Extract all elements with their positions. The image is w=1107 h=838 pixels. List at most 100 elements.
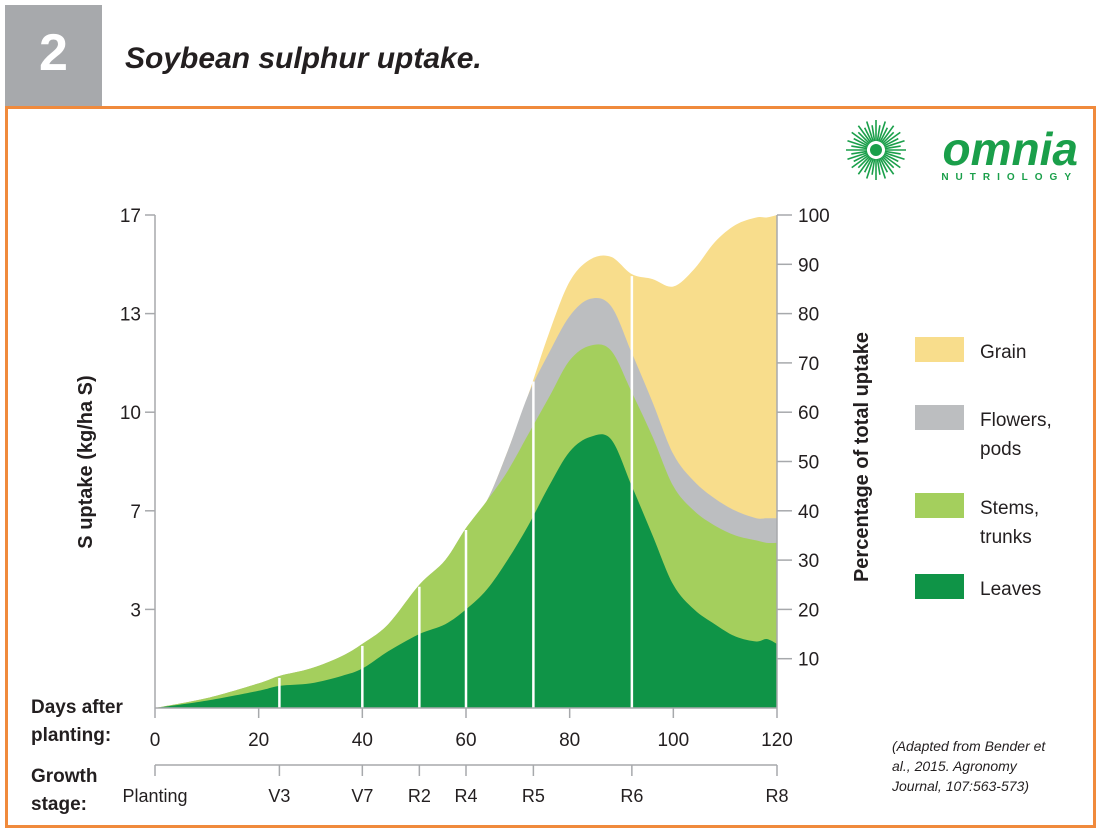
source-note-line2: al., 2015. Agronomy — [892, 758, 1018, 774]
sunburst-ray — [883, 153, 899, 163]
legend-swatch-flowers-pods — [915, 405, 964, 430]
right-tick-label-20: 20 — [798, 600, 819, 621]
x-tick-label-0: 0 — [150, 730, 161, 751]
sunburst-ray — [882, 154, 901, 169]
legend-swatch-leaves — [915, 574, 964, 599]
source-note-line1: (Adapted from Bender et — [892, 738, 1046, 754]
x-tick-label-120: 120 — [761, 730, 793, 751]
sunburst-ray — [871, 158, 876, 175]
stage-label-r2: R2 — [408, 786, 431, 806]
sunburst-ray — [847, 152, 868, 161]
area-leaves — [155, 434, 777, 708]
sunburst-ray — [880, 156, 895, 175]
sunburst-ray — [857, 131, 871, 145]
stage-lines — [278, 276, 634, 708]
days-label-line2: planting: — [31, 725, 111, 746]
stage-ticks: Planting V3 V7 R2 R4 R5 R6 R8 — [122, 765, 789, 806]
sunburst-ray — [884, 139, 905, 148]
sunburst-ray — [851, 154, 870, 169]
left-tick-label-7: 7 — [130, 502, 141, 523]
area-layers — [155, 215, 777, 708]
stage-label-r6: R6 — [620, 786, 643, 806]
sunburst-ray — [853, 137, 869, 147]
sunburst-ray — [876, 125, 881, 142]
legend-label-stems-trunks-1: Stems, — [980, 498, 1039, 519]
legend-label-grain: Grain — [980, 342, 1026, 363]
sunburst-ray — [881, 155, 895, 169]
right-tick-label-90: 90 — [798, 255, 819, 276]
right-tick-label-60: 60 — [798, 403, 819, 424]
sunburst-ray — [851, 150, 868, 155]
legend: Grain Flowers, pods Stems, trunks Leaves — [915, 337, 1052, 600]
left-tick-label-3: 3 — [130, 600, 141, 621]
x-tick-label-40: 40 — [352, 730, 373, 751]
chart-frame — [5, 106, 1096, 828]
left-tick-label-13: 13 — [120, 305, 141, 326]
logo-name: omnia — [943, 123, 1078, 175]
source-note-line3: Journal, 107:563-573) — [891, 778, 1029, 794]
days-label-line1: Days after — [31, 697, 123, 718]
sunburst-ray — [851, 131, 870, 146]
stage-label-r5: R5 — [522, 786, 545, 806]
stage-label-r8: R8 — [765, 786, 788, 806]
sunburst-ray — [857, 155, 871, 169]
legend-swatch-grain — [915, 337, 964, 362]
logo: omnia NUTRIOLOGY — [846, 120, 1078, 183]
stage-label-v7: V7 — [351, 786, 373, 806]
figure-title: Soybean sulphur uptake. — [125, 42, 482, 75]
x-tick-label-100: 100 — [657, 730, 689, 751]
sunburst-ray — [884, 145, 901, 150]
sunburst-ray — [853, 153, 869, 163]
stage-label-r4: R4 — [454, 786, 477, 806]
sunburst-ray — [865, 158, 874, 179]
right-tick-label-10: 10 — [798, 650, 819, 671]
sunburst-ray — [883, 137, 899, 147]
legend-label-stems-trunks-2: trunks — [980, 527, 1032, 548]
y-axis-title: S uptake (kg/ha S) — [75, 375, 97, 548]
sunburst-ray — [847, 139, 868, 148]
right-tick-label-30: 30 — [798, 551, 819, 572]
sunburst-icon — [846, 120, 906, 180]
sunburst-ray — [863, 127, 873, 143]
x-ticks: 0 20 40 60 80 100 120 — [150, 708, 793, 751]
x-tick-label-80: 80 — [559, 730, 580, 751]
legend-label-flowers-pods-1: Flowers, — [980, 410, 1052, 431]
sunburst-ray — [884, 152, 905, 161]
legend-swatch-stems-trunks — [915, 493, 964, 518]
sunburst-ray — [884, 150, 901, 155]
left-tick-label-10: 10 — [120, 403, 141, 424]
x-tick-label-60: 60 — [455, 730, 476, 751]
sunburst-ray — [881, 131, 895, 145]
sunburst-ray — [878, 121, 887, 142]
logo-tagline: NUTRIOLOGY — [941, 172, 1078, 183]
stage-label-v3: V3 — [268, 786, 290, 806]
right-tick-label-40: 40 — [798, 502, 819, 523]
growth-label-line1: Growth — [31, 766, 98, 787]
right-ticks: 10 20 30 40 50 60 70 80 90 100 — [777, 206, 830, 671]
legend-label-flowers-pods-2: pods — [980, 439, 1021, 460]
sunburst-ray — [880, 125, 895, 144]
figure-number: 2 — [39, 24, 68, 82]
sunburst-ray — [879, 127, 889, 143]
right-tick-label-100: 100 — [798, 206, 830, 227]
sunburst-ray — [863, 157, 873, 173]
sunburst-ray — [879, 157, 889, 173]
sunburst-ray — [871, 125, 876, 142]
sunburst-ray — [878, 158, 887, 179]
sunburst-ray — [882, 131, 901, 146]
y2-axis-title: Percentage of total uptake — [851, 332, 873, 582]
left-ticks: 3 7 10 13 17 — [120, 206, 155, 621]
legend-label-leaves: Leaves — [980, 579, 1041, 600]
right-tick-label-50: 50 — [798, 453, 819, 474]
sunburst-ray — [857, 156, 872, 175]
growth-label-line2: stage: — [31, 794, 87, 815]
stage-label-planting: Planting — [122, 786, 187, 806]
figure-number-box: 2 — [5, 5, 102, 107]
sunburst-ray — [857, 125, 872, 144]
x-tick-label-20: 20 — [248, 730, 269, 751]
sunburst-ray — [876, 158, 881, 175]
right-tick-label-80: 80 — [798, 305, 819, 326]
left-tick-label-17: 17 — [120, 206, 141, 227]
sunburst-ray — [865, 121, 874, 142]
